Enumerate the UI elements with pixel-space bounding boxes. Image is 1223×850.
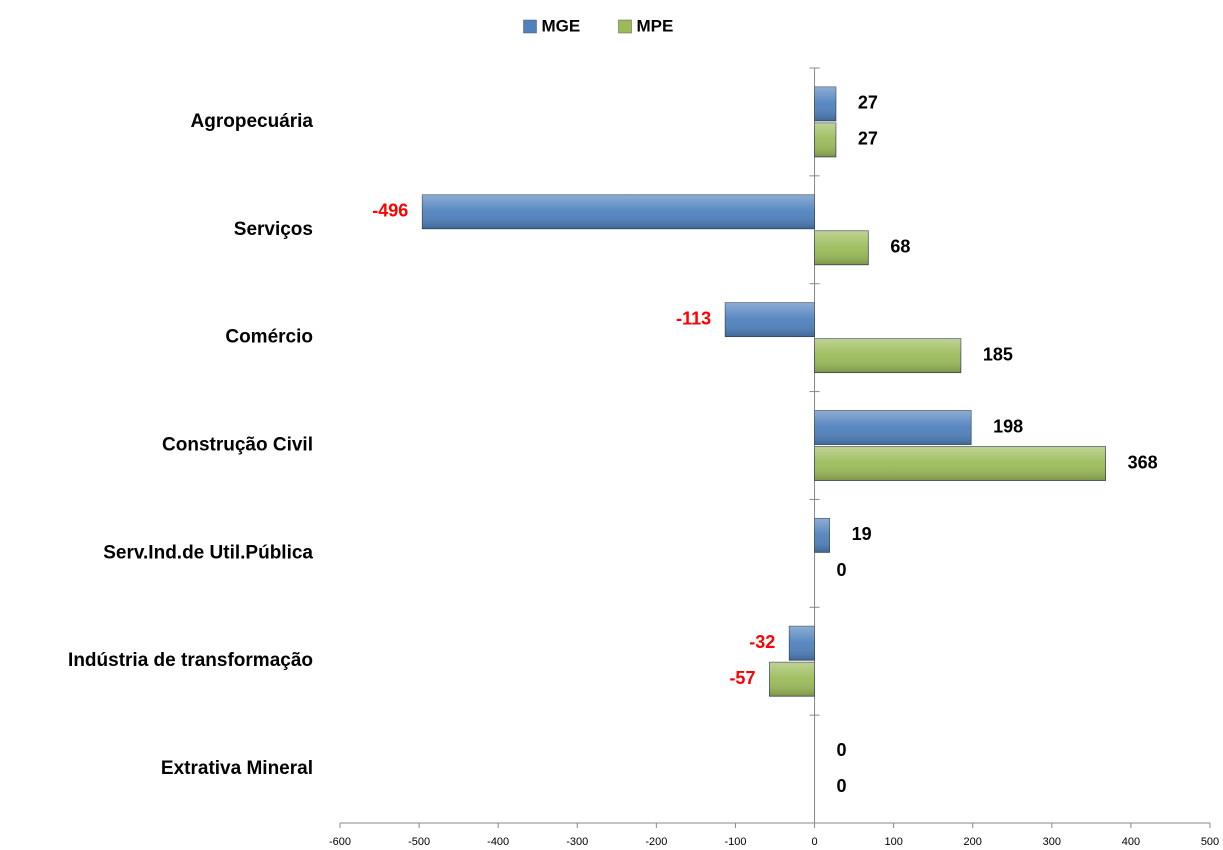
bar-shine [814,518,830,553]
legend-label: MPE [637,16,674,35]
x-tick-label: 400 [1122,836,1140,848]
value-label: 68 [890,237,910,257]
category-label: Extrativa Mineral [161,758,313,779]
category-label: Comércio [225,327,313,348]
x-tick-label: -400 [487,836,509,848]
category-label: Construção Civil [162,435,313,456]
value-label: 368 [1128,452,1158,472]
bar-shine [814,86,836,121]
bar-shine [422,194,815,229]
value-label: 27 [858,129,878,149]
bar-shine [789,626,815,661]
x-tick-label: 500 [1201,836,1219,848]
value-label: -113 [676,308,711,328]
x-tick-label: -600 [329,836,351,848]
category-label: Agropecuária [191,111,314,132]
value-label: 0 [837,560,847,580]
value-label: 0 [837,776,847,796]
bar-shine [814,230,869,265]
x-tick-label: 100 [884,836,902,848]
category-label: Serviços [234,219,313,240]
legend-swatch [523,19,537,34]
legend-swatch [618,19,632,34]
value-label: 27 [858,93,878,113]
bar-shine [814,338,961,373]
bar-shine [814,122,836,157]
value-label: 185 [983,344,1013,364]
value-label: -496 [372,201,408,221]
legend-label: MGE [542,16,581,35]
category-label: Serv.Ind.de Util.Pública [103,542,313,563]
value-label: 198 [993,416,1023,436]
value-label: 0 [837,740,847,760]
x-tick-label: -200 [645,836,667,848]
x-tick-label: -500 [408,836,430,848]
bar-shine [725,302,815,337]
value-label: 19 [852,524,872,544]
bar-shine [769,662,815,697]
value-label: -57 [729,668,755,688]
x-tick-label: 200 [964,836,982,848]
x-tick-label: 300 [1043,836,1061,848]
value-label: -32 [749,632,775,652]
bar-shine [814,410,972,445]
x-tick-label: 0 [811,836,817,848]
bar-shine [814,446,1106,481]
category-label: Indústria de transformação [68,650,313,671]
x-tick-label: -100 [724,836,746,848]
x-tick-label: -300 [566,836,588,848]
